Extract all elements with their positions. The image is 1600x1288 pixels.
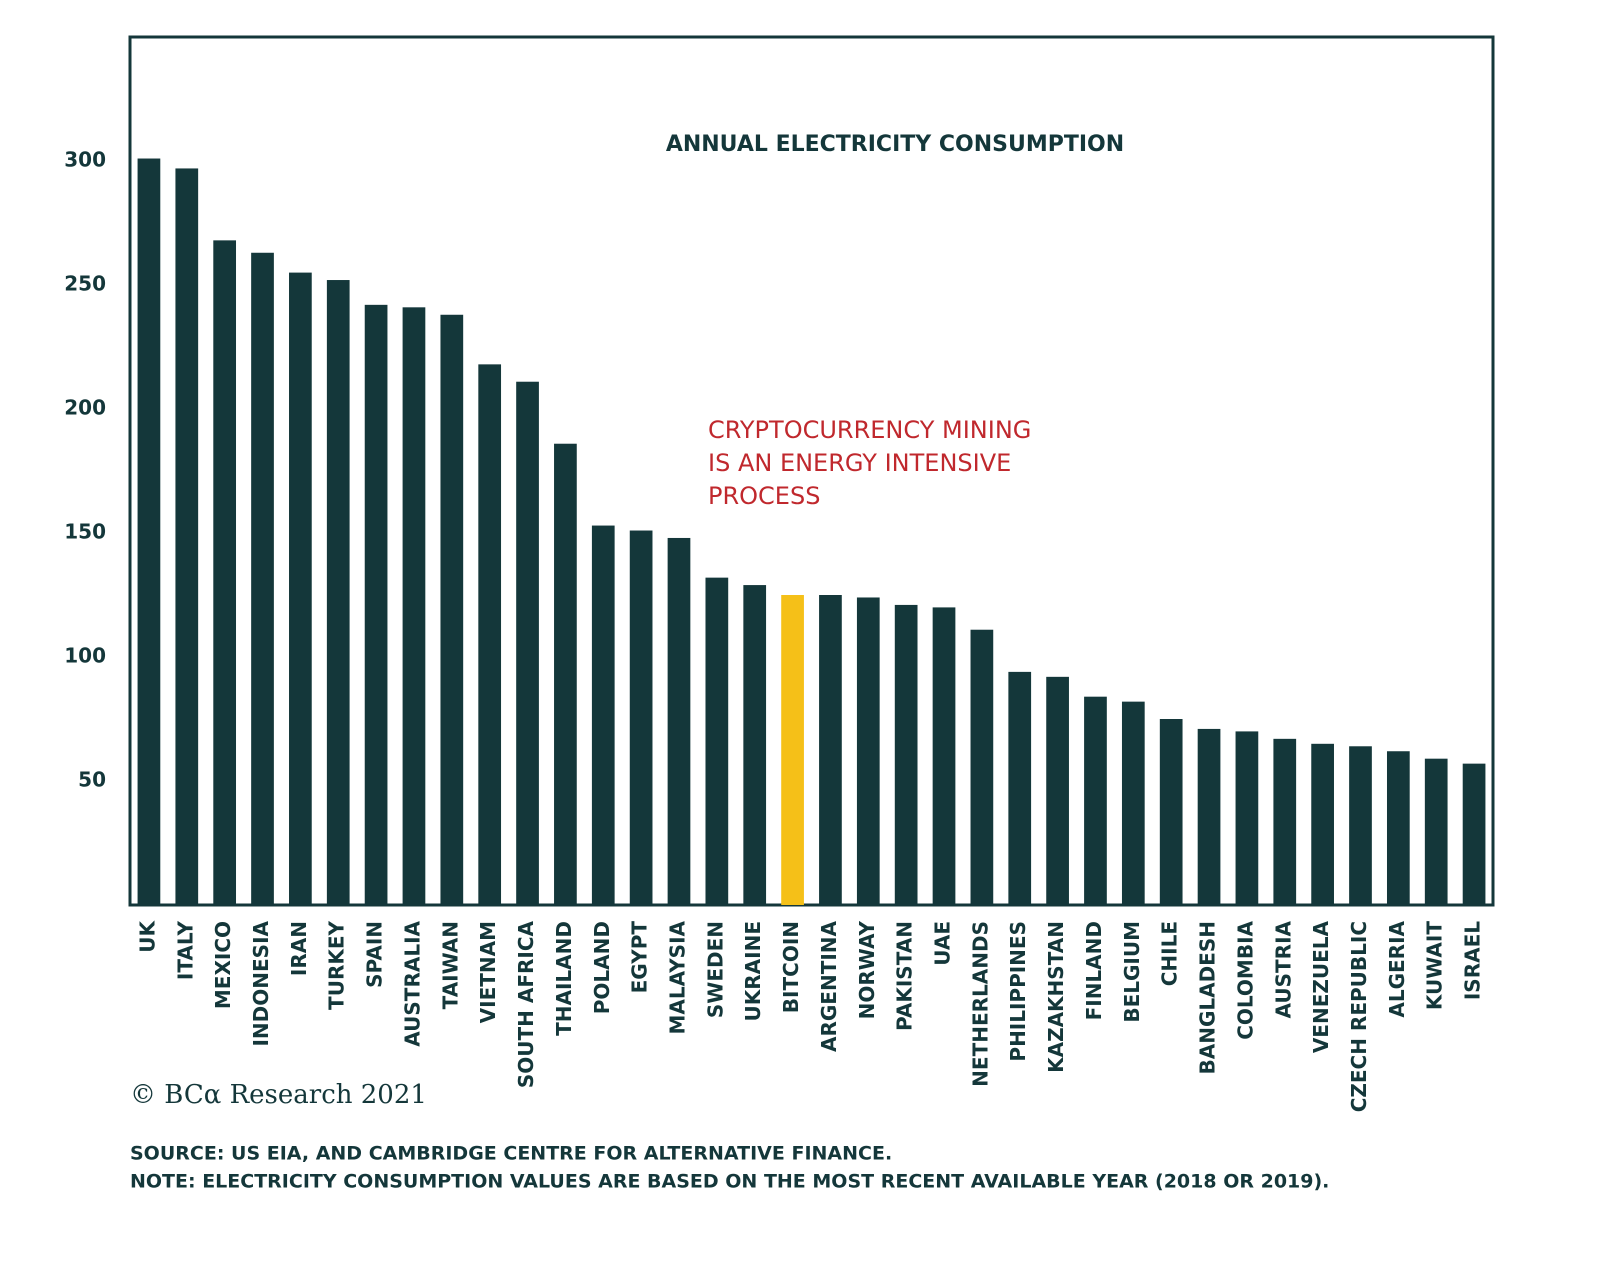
annotation: IS AN ENERGY INTENSIVE	[708, 449, 1011, 477]
y-tick-label: 200	[64, 396, 106, 420]
bar	[970, 629, 994, 905]
x-tick-label: TURKEY	[325, 920, 349, 1009]
x-tick-label: IRAN	[287, 921, 311, 976]
bar	[1159, 719, 1183, 905]
bar	[1197, 728, 1221, 905]
x-tick-label: BANGLADESH	[1196, 921, 1220, 1075]
x-tick-label: INDONESIA	[249, 920, 273, 1046]
bar	[629, 530, 653, 905]
bar	[667, 537, 691, 905]
bar	[175, 168, 199, 905]
bar	[894, 604, 918, 905]
annotation: CRYPTOCURRENCY MINING	[708, 416, 1031, 444]
bar	[478, 364, 502, 905]
x-tick-label: SOUTH AFRICA	[514, 920, 538, 1088]
x-tick-label: UK	[135, 920, 159, 953]
bar	[364, 304, 388, 906]
bar	[819, 595, 842, 905]
bar	[591, 525, 615, 905]
x-tick-label: BELGIUM	[1120, 921, 1144, 1023]
x-tick-label: UKRAINE	[741, 921, 765, 1021]
bar	[1311, 743, 1334, 905]
bar	[326, 280, 350, 905]
x-tick-label: TAIWAN	[438, 921, 462, 1009]
x-tick-label: EGYPT	[628, 921, 652, 994]
bar	[1349, 746, 1372, 905]
x-tick-label: AUSTRALIA	[400, 920, 424, 1046]
x-tick-label: ARGENTINA	[817, 920, 841, 1052]
x-tick-label: KAZAKHSTAN	[1044, 921, 1068, 1073]
bar	[932, 607, 956, 905]
y-tick-label: 50	[78, 768, 106, 792]
bar	[1008, 671, 1032, 905]
x-tick-label: CZECH REPUBLIC	[1347, 921, 1371, 1112]
bar	[440, 314, 464, 905]
bar	[213, 240, 237, 906]
bar	[516, 381, 539, 906]
bar	[1046, 676, 1069, 905]
chart-title: ANNUAL ELECTRICITY CONSUMPTION	[666, 132, 1124, 157]
bar	[781, 595, 804, 905]
x-tick-label: VIETNAM	[476, 921, 500, 1023]
annotation: PROCESS	[708, 482, 820, 510]
bar	[1424, 758, 1448, 905]
bar	[1462, 763, 1486, 905]
y-tick-label: 100	[64, 644, 106, 668]
x-tick-label: KUWAIT	[1423, 921, 1447, 1010]
bar	[856, 597, 880, 905]
x-tick-label: PAKISTAN	[893, 921, 917, 1031]
bar	[137, 158, 161, 905]
x-tick-label: MEXICO	[211, 921, 235, 1009]
x-tick-label: POLAND	[590, 921, 614, 1014]
x-tick-label: SPAIN	[363, 921, 387, 988]
y-tick-label: 250	[64, 272, 106, 296]
source: SOURCE: US EIA, AND CAMBRIDGE CENTRE FOR…	[130, 1143, 892, 1165]
x-tick-label: ITALY	[173, 920, 197, 980]
x-tick-label: CHILE	[1158, 921, 1182, 986]
bar	[554, 443, 577, 905]
note: NOTE: ELECTRICITY CONSUMPTION VALUES ARE…	[130, 1171, 1329, 1193]
y-tick-label: 150	[64, 520, 106, 544]
x-tick-label: NORWAY	[855, 920, 879, 1019]
x-tick-label: MALAYSIA	[665, 920, 689, 1034]
bar	[251, 252, 274, 905]
bar	[1121, 701, 1145, 905]
bar	[289, 272, 312, 906]
bar	[402, 307, 426, 905]
x-tick-label: ALGERIA	[1385, 920, 1409, 1017]
x-tick-label: AUSTRIA	[1271, 920, 1295, 1018]
x-tick-label: SWEDEN	[703, 921, 727, 1018]
plot-frame	[128, 35, 1495, 907]
x-tick-label: PHILIPPINES	[1006, 921, 1030, 1062]
x-tick-label: NETHERLANDS	[968, 921, 992, 1087]
bar	[1235, 731, 1259, 905]
copyright: © BCα Research 2021	[130, 1080, 427, 1110]
x-tick-label: BITCOIN	[779, 921, 803, 1013]
bar	[1084, 696, 1107, 905]
y-tick-label: 300	[64, 148, 106, 172]
x-tick-label: THAILAND	[552, 921, 576, 1036]
x-tick-label: COLOMBIA	[1233, 920, 1257, 1039]
bar	[1273, 738, 1297, 905]
x-tick-label: ISRAEL	[1461, 921, 1485, 1000]
bar	[743, 585, 767, 905]
x-tick-label: FINLAND	[1082, 921, 1106, 1020]
bar	[1386, 751, 1410, 905]
bar	[705, 577, 729, 905]
x-tick-label: VENEZUELA	[1309, 920, 1333, 1053]
x-tick-label: UAE	[931, 921, 955, 966]
